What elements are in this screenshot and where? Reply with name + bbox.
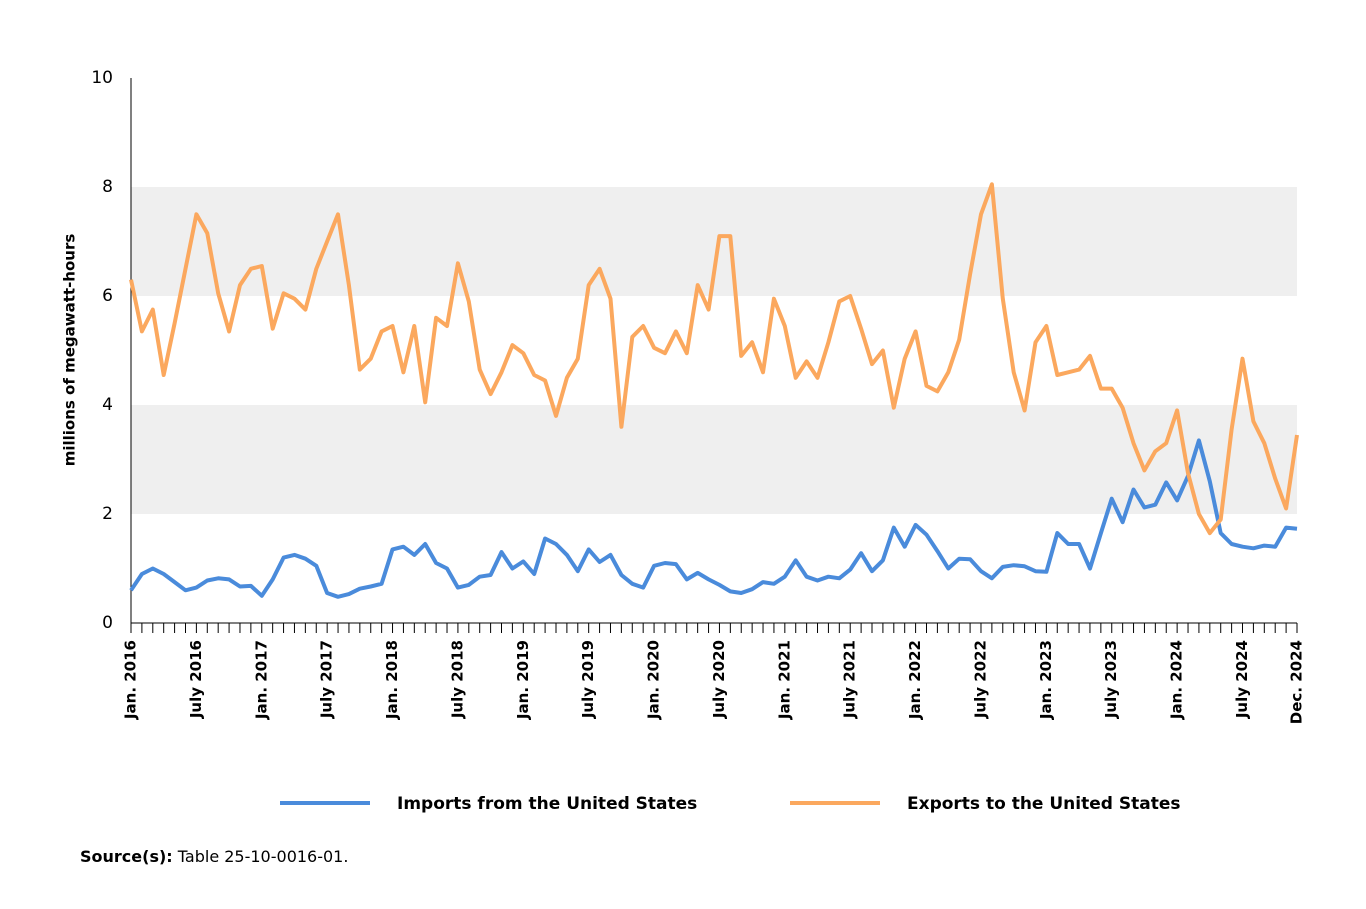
- x-tick-label: Jan. 2022: [906, 640, 924, 720]
- x-tick-label: July 2020: [710, 640, 728, 719]
- y-axis-label: millions of megawatt-hours: [61, 234, 79, 467]
- y-tick-label: 4: [102, 395, 113, 415]
- x-tick-label: July 2023: [1102, 640, 1120, 719]
- y-tick-label: 8: [102, 177, 113, 197]
- source: Source(s): Table 25-10-0016-01.: [80, 847, 348, 866]
- x-tick-label: July 2017: [318, 640, 336, 719]
- x-tick-label: Jan. 2019: [514, 640, 532, 720]
- x-tick-label: Jan. 2016: [122, 640, 140, 720]
- x-tick-label: Jan. 2020: [645, 640, 663, 720]
- y-tick-label: 0: [102, 613, 113, 633]
- x-tick-label: Jan. 2021: [775, 640, 793, 720]
- x-tick-label: July 2022: [971, 640, 989, 719]
- legend-label: Exports to the United States: [907, 794, 1180, 814]
- x-tick-label: Dec. 2024: [1288, 640, 1306, 724]
- x-tick-label: Jan. 2017: [252, 640, 270, 720]
- series-line: [129, 438, 1298, 599]
- y-tick-label: 6: [102, 286, 113, 306]
- x-tick-label: Jan. 2023: [1037, 640, 1055, 720]
- x-tick-label: Jan. 2018: [383, 640, 401, 720]
- grid-band: [131, 405, 1297, 514]
- y-tick-label: 10: [91, 68, 113, 88]
- y-tick-label: 2: [102, 504, 113, 524]
- series-line: [129, 182, 1299, 536]
- x-tick-label: July 2016: [187, 640, 205, 719]
- x-tick-label: July 2024: [1233, 640, 1251, 719]
- x-tick-label: July 2018: [448, 640, 466, 719]
- x-tick-label: July 2019: [579, 640, 597, 719]
- x-tick-label: Jan. 2024: [1168, 640, 1186, 720]
- x-tick-label: July 2021: [841, 640, 859, 719]
- source-label: Source(s):: [80, 847, 173, 866]
- legend-label: Imports from the United States: [397, 794, 697, 814]
- source-text: Table 25-10-0016-01.: [177, 847, 349, 866]
